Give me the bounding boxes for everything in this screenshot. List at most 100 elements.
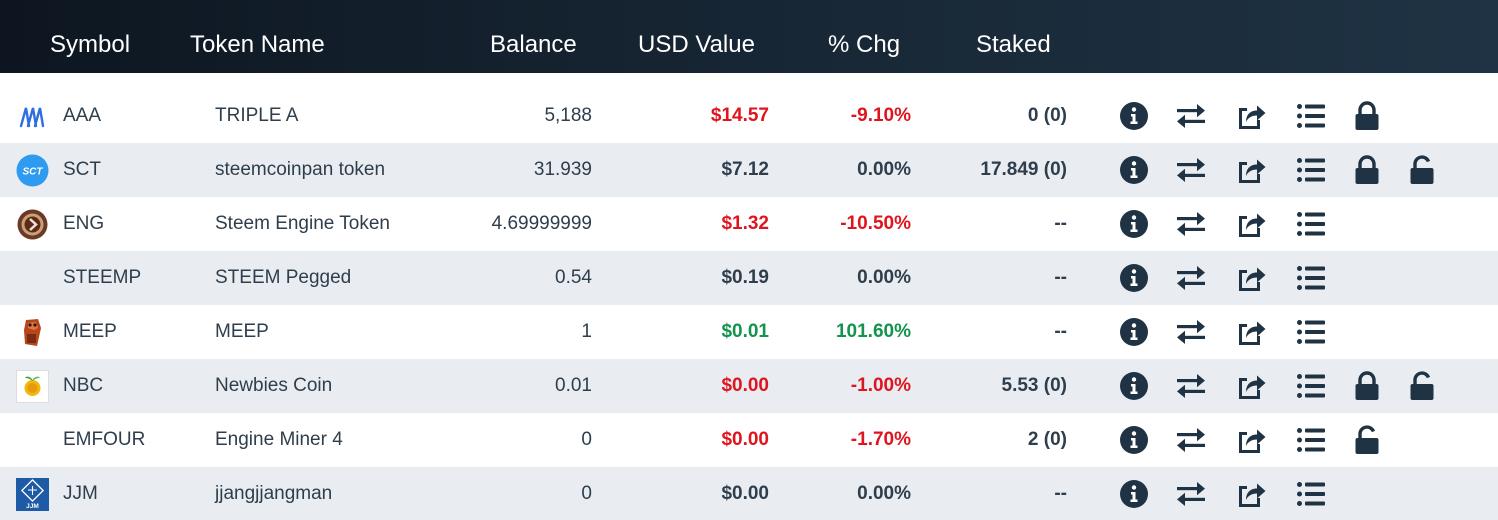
token-usd-value: $7.12 [721,159,769,180]
token-name: Newbies Coin [215,375,333,396]
token-usd-value: $0.00 [721,429,769,450]
token-symbol: STEEMP [63,267,142,288]
send-icon[interactable] [1235,478,1267,510]
history-list-icon[interactable] [1295,100,1327,132]
info-icon[interactable] [1118,100,1150,132]
history-list-icon[interactable] [1295,154,1327,186]
token-staked: 5.53 (0) [1001,375,1067,396]
header-symbol[interactable]: Symbol [50,31,131,58]
token-usd-value: $0.19 [721,267,769,288]
history-list-icon[interactable] [1295,424,1327,456]
token-staked: 17.849 (0) [980,159,1067,180]
token-symbol: AAA [63,105,102,126]
token-usd-value: $0.01 [721,321,769,342]
send-icon[interactable] [1235,262,1267,294]
stake-lock-icon[interactable] [1351,370,1383,402]
transfer-icon[interactable] [1175,154,1207,186]
header-balance[interactable]: Balance [490,31,577,58]
svg-text:JJM: JJM [26,503,39,510]
transfer-icon[interactable] [1175,424,1207,456]
token-balance: 0 [581,429,592,450]
info-icon[interactable] [1118,154,1150,186]
token-staked: 0 (0) [1027,105,1067,126]
table-body: AAA TRIPLE A 5,188 $14.57 -9.10% 0 (0) SCT SCT s… [0,89,1498,520]
token-pct-change: -1.70% [850,429,911,450]
info-icon[interactable] [1118,316,1150,348]
token-usd-value: $14.57 [710,105,769,126]
token-pct-change: 0.00% [857,267,911,288]
table-row: AAA TRIPLE A 5,188 $14.57 -9.10% 0 (0) [0,89,1498,143]
meep-logo-icon [16,316,49,349]
transfer-icon[interactable] [1175,208,1207,240]
transfer-icon[interactable] [1175,100,1207,132]
token-name: Steem Engine Token [215,213,390,234]
token-name: steemcoinpan token [215,159,386,180]
table-header: Symbol Token Name Balance USD Value % Ch… [0,0,1498,73]
stake-lock-icon[interactable] [1351,154,1383,186]
send-icon[interactable] [1235,370,1267,402]
history-list-icon[interactable] [1295,478,1327,510]
token-symbol: JJM [63,483,98,504]
token-pct-change: -1.00% [850,375,911,396]
token-symbol: NBC [63,375,104,396]
unstake-unlock-icon[interactable] [1351,424,1383,456]
token-balance: 31.939 [533,159,592,180]
token-balance: 4.69999999 [491,213,592,234]
info-icon[interactable] [1118,208,1150,240]
token-usd-value: $1.32 [721,213,769,234]
history-list-icon[interactable] [1295,316,1327,348]
nbc-logo-icon [16,370,49,403]
unstake-unlock-icon[interactable] [1406,370,1438,402]
token-balance: 0 [581,483,592,504]
token-symbol: ENG [63,213,105,234]
header-pct-chg[interactable]: % Chg [828,31,901,58]
aaa-logo-icon [16,100,49,133]
send-icon[interactable] [1235,316,1267,348]
stake-lock-icon[interactable] [1351,100,1383,132]
table-row: STEEMP STEEM Pegged 0.54 $0.19 0.00% -- [0,251,1498,305]
send-icon[interactable] [1235,424,1267,456]
token-pct-change: -9.10% [850,105,911,126]
token-pct-change: 0.00% [857,483,911,504]
table-row: EMFOUR Engine Miner 4 0 $0.00 -1.70% 2 (0) [0,413,1498,467]
info-icon[interactable] [1118,262,1150,294]
token-pct-change: 101.60% [835,321,911,342]
token-balance: 5,188 [544,105,592,126]
token-symbol: MEEP [63,321,117,342]
token-staked: -- [1054,483,1067,504]
token-balance: 0.54 [555,267,592,288]
token-usd-value: $0.00 [721,375,769,396]
send-icon[interactable] [1235,100,1267,132]
token-staked: -- [1054,267,1067,288]
transfer-icon[interactable] [1175,478,1207,510]
transfer-icon[interactable] [1175,262,1207,294]
token-symbol: EMFOUR [63,429,146,450]
unstake-unlock-icon[interactable] [1406,154,1438,186]
table-row: NBC Newbies Coin 0.01 $0.00 -1.00% 5.53 (0) [0,359,1498,413]
history-list-icon[interactable] [1295,370,1327,402]
info-icon[interactable] [1118,424,1150,456]
token-staked: 2 (0) [1027,429,1067,450]
token-symbol: SCT [63,159,101,180]
table-row: ENG Steem Engine Token 4.69999999 $1.32 -10.… [0,197,1498,251]
header-staked[interactable]: Staked [976,31,1051,58]
token-name: Engine Miner 4 [215,429,343,450]
header-usd-value[interactable]: USD Value [638,31,755,58]
token-staked: -- [1054,321,1067,342]
transfer-icon[interactable] [1175,370,1207,402]
history-list-icon[interactable] [1295,262,1327,294]
send-icon[interactable] [1235,208,1267,240]
jjm-logo-icon: JJM [16,478,49,511]
transfer-icon[interactable] [1175,316,1207,348]
token-name: STEEM Pegged [215,267,352,288]
info-icon[interactable] [1118,478,1150,510]
history-list-icon[interactable] [1295,208,1327,240]
info-icon[interactable] [1118,370,1150,402]
token-pct-change: -10.50% [840,213,911,234]
token-balance: 0.01 [555,375,592,396]
token-balance: 1 [581,321,592,342]
send-icon[interactable] [1235,154,1267,186]
token-pct-change: 0.00% [857,159,911,180]
header-token-name[interactable]: Token Name [190,31,325,58]
